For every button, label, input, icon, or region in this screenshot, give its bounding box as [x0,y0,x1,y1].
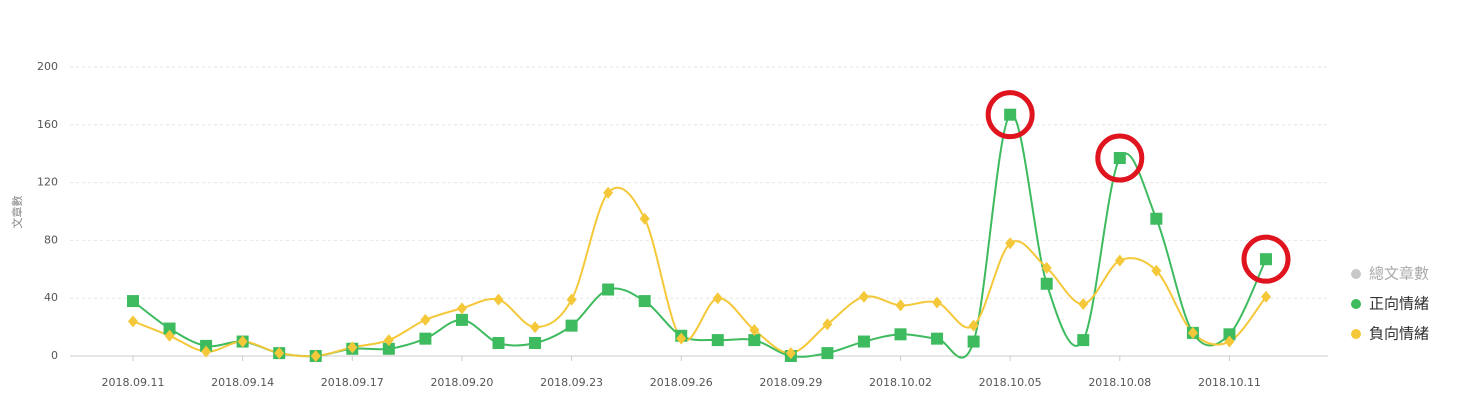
point [785,347,796,360]
point [749,323,760,336]
y-tick-label: 120 [37,176,58,189]
point [565,319,578,332]
highlight-circle [985,90,1035,140]
point [566,293,577,306]
y-tick-label: 0 [51,349,58,362]
point [1004,108,1017,121]
point [1223,328,1236,341]
legend-marker [1351,269,1361,279]
x-tick-label: 2018.09.11 [102,376,165,389]
legend-marker [1351,329,1361,339]
point [1261,290,1271,303]
x-tick-label: 2018.09.14 [211,376,274,389]
point [967,335,980,348]
point [1041,261,1052,274]
point [1224,335,1235,348]
legend-label: 總文章數 [1369,265,1429,283]
legend-label: 正向情緒 [1369,295,1429,313]
y-tick-label: 160 [37,118,58,131]
point [530,321,541,334]
point [1260,253,1272,266]
point [821,347,834,360]
point [858,290,869,303]
point [676,332,687,345]
y-tick-label: 40 [44,291,58,304]
x-tick-label: 2018.09.20 [430,376,493,389]
point [1005,237,1016,250]
point [639,212,650,225]
y-axis-label: 文章數 [10,196,24,229]
point [1113,152,1126,165]
point [602,283,615,296]
point [383,334,394,347]
point [493,293,504,306]
point [1114,254,1125,267]
point [603,186,614,199]
point [1078,297,1089,310]
point [711,334,724,347]
point [419,332,432,345]
point [895,299,906,312]
point [382,342,395,355]
x-tick-label: 2018.09.26 [650,376,713,389]
legend-marker [1351,299,1361,309]
y-tick-label: 80 [44,233,58,246]
highlight-circle [1241,234,1291,284]
point [492,336,505,349]
point [638,295,651,308]
point [201,345,212,358]
point [347,341,358,354]
point [1040,277,1053,290]
point [931,332,944,345]
y-tick-label: 200 [37,60,58,73]
point [712,292,723,305]
point [968,319,979,332]
point [310,350,321,362]
point [164,329,175,342]
legend-label: 負向情緒 [1369,325,1429,343]
point [237,335,248,348]
point [1150,212,1163,225]
x-tick-label: 2018.10.05 [979,376,1042,389]
point [455,313,468,326]
x-tick-label: 2018.09.17 [321,376,384,389]
point [1151,264,1162,277]
x-tick-label: 2018.10.08 [1088,376,1151,389]
point [748,334,761,347]
x-tick-label: 2018.09.29 [759,376,822,389]
x-tick-label: 2018.10.11 [1198,376,1261,389]
point [1187,326,1198,339]
point [420,313,431,326]
series-line [132,186,1267,358]
point [127,295,139,308]
point [128,315,138,328]
series-line [132,113,1267,359]
x-tick-label: 2018.09.23 [540,376,603,389]
point [163,322,176,335]
point [274,347,285,360]
point [529,336,542,349]
point [456,302,467,315]
point [1077,334,1090,347]
point [822,318,833,331]
point [857,335,870,348]
point [894,328,907,341]
x-tick-label: 2018.10.02 [869,376,932,389]
point [932,296,943,309]
highlight-circle [1095,133,1145,183]
